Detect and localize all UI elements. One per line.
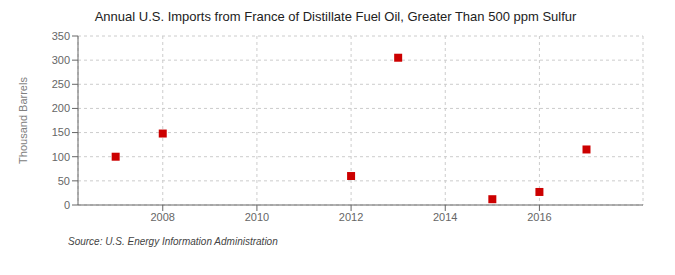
svg-text:200: 200 bbox=[52, 102, 70, 114]
svg-text:2014: 2014 bbox=[433, 211, 457, 223]
svg-text:350: 350 bbox=[52, 30, 70, 42]
svg-text:2008: 2008 bbox=[151, 211, 175, 223]
html-text:Source: U.S. Energy Informatio: Source: U.S. Energy Information Administ… bbox=[68, 236, 278, 247]
svg-text:50: 50 bbox=[58, 175, 70, 187]
svg-text:Thousand Barrels: Thousand Barrels bbox=[17, 77, 29, 164]
svg-text:250: 250 bbox=[52, 78, 70, 90]
svg-text:300: 300 bbox=[52, 54, 70, 66]
svg-text:2010: 2010 bbox=[245, 211, 269, 223]
svg-text:2016: 2016 bbox=[527, 211, 551, 223]
html-text:Annual U.S. Imports from Franc: Annual U.S. Imports from France of Disti… bbox=[94, 9, 577, 24]
svg-text:100: 100 bbox=[52, 151, 70, 163]
svg-text:150: 150 bbox=[52, 126, 70, 138]
svg-text:2012: 2012 bbox=[339, 211, 363, 223]
svg-text:0: 0 bbox=[64, 199, 70, 211]
